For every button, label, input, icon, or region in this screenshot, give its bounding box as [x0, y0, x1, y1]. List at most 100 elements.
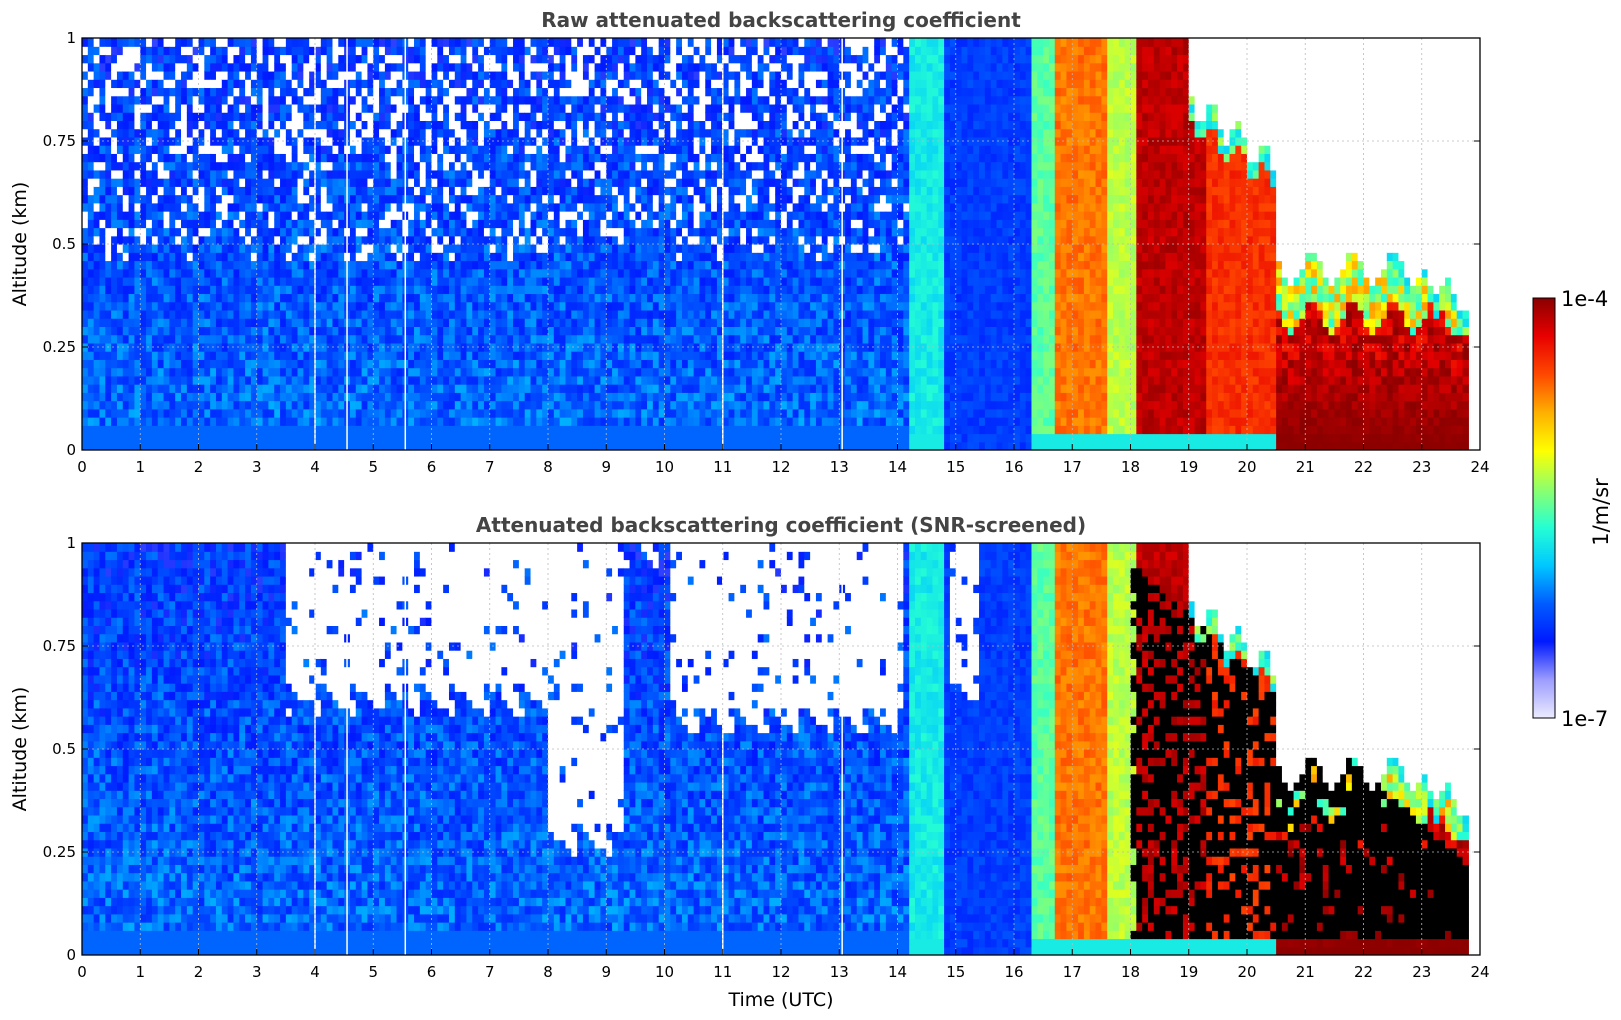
heatmap-cell	[268, 145, 275, 154]
heatmap-cell	[105, 252, 112, 262]
heatmap-cell	[128, 38, 136, 47]
heatmap-cell	[390, 161, 398, 171]
heatmap-cell	[245, 112, 252, 121]
heatmap-cell	[489, 433, 497, 443]
heatmap-cell	[93, 301, 101, 311]
heatmap-cell	[233, 367, 240, 377]
heatmap-cell	[151, 95, 159, 105]
heatmap-cell	[635, 95, 642, 105]
heatmap-cell	[198, 351, 205, 360]
heatmap-cell	[262, 408, 269, 418]
heatmap-cell	[629, 309, 636, 319]
heatmap-cell	[612, 359, 619, 369]
heatmap-cell	[454, 178, 462, 187]
heatmap-cell	[606, 260, 613, 270]
heatmap-cell	[111, 367, 118, 377]
heatmap-cell	[513, 318, 520, 327]
heatmap-cell	[559, 194, 567, 204]
heatmap-cell	[116, 178, 124, 187]
heatmap-cell	[175, 276, 182, 286]
heatmap-cell	[623, 293, 631, 303]
heatmap-cell	[315, 375, 322, 385]
heatmap-cell	[454, 54, 462, 64]
heatmap-cell	[320, 62, 328, 72]
heatmap-cell	[297, 235, 304, 245]
heatmap-cell	[169, 79, 176, 89]
heatmap-cell	[414, 169, 421, 179]
heatmap-cell	[134, 46, 141, 56]
heatmap-cell	[332, 202, 339, 212]
heatmap-cell	[134, 153, 141, 163]
heatmap-cell	[489, 268, 497, 278]
heatmap-cell	[425, 326, 433, 336]
heatmap-cell	[274, 103, 281, 113]
heatmap-cell	[309, 375, 316, 385]
heatmap-cell	[472, 194, 479, 204]
heatmap-cell	[507, 433, 514, 443]
heatmap-cell	[87, 276, 95, 286]
heatmap-cell	[437, 235, 444, 245]
heatmap-cell	[623, 62, 631, 72]
heatmap-cell	[221, 384, 229, 393]
heatmap-cell	[227, 169, 235, 179]
heatmap-cell	[641, 392, 648, 402]
heatmap-cell	[239, 359, 246, 369]
heatmap-cell	[192, 425, 200, 435]
heatmap-cell	[472, 120, 479, 130]
heatmap-cell	[454, 227, 462, 237]
heatmap-cell	[99, 318, 106, 327]
heatmap-cell	[128, 268, 136, 278]
heatmap-cell	[373, 384, 380, 393]
heatmap-cell	[151, 417, 159, 426]
heatmap-cell	[612, 153, 619, 163]
heatmap-cell	[291, 400, 299, 410]
heatmap-cell	[530, 384, 537, 393]
heatmap-cell	[489, 112, 497, 121]
heatmap-cell	[524, 244, 532, 253]
heatmap-cell	[431, 384, 438, 393]
heatmap-cell	[245, 417, 252, 426]
heatmap-cell	[594, 128, 602, 138]
heatmap-cell	[507, 136, 514, 146]
heatmap-cell	[105, 38, 112, 47]
heatmap-cell	[186, 79, 194, 89]
heatmap-cell	[122, 433, 130, 443]
heatmap-cell	[116, 62, 124, 72]
heatmap-cell	[256, 169, 264, 179]
heatmap-cell	[227, 120, 235, 130]
heatmap-cell	[361, 145, 369, 154]
heatmap-cell	[268, 268, 275, 278]
heatmap-cell	[617, 268, 625, 278]
heatmap-cell	[291, 87, 299, 97]
heatmap-cell	[483, 227, 491, 237]
heatmap-cell	[111, 235, 118, 245]
heatmap-cell	[431, 268, 438, 278]
heatmap-cell	[379, 276, 386, 286]
heatmap-cell	[233, 417, 240, 426]
heatmap-cell	[431, 194, 438, 204]
heatmap-cell	[215, 219, 223, 229]
heatmap-cell	[419, 202, 427, 212]
heatmap-cell	[425, 145, 433, 154]
heatmap-cell	[169, 301, 176, 311]
heatmap-cell	[157, 276, 165, 286]
heatmap-cell	[623, 351, 631, 360]
heatmap-cell	[629, 359, 636, 369]
heatmap-cell	[396, 326, 403, 336]
heatmap-cell	[478, 87, 485, 97]
heatmap-cell	[582, 384, 590, 393]
heatmap-cell	[361, 87, 369, 97]
heatmap-cell	[326, 309, 334, 319]
heatmap-cell	[169, 408, 176, 418]
heatmap-cell	[82, 252, 89, 262]
heatmap-cell	[221, 334, 229, 344]
heatmap-cell	[87, 392, 95, 402]
heatmap-cell	[617, 87, 625, 97]
heatmap-cell	[210, 128, 217, 138]
heatmap-cell	[192, 384, 200, 393]
heatmap-cell	[600, 417, 607, 426]
heatmap-cell	[157, 334, 165, 344]
heatmap-cell	[495, 309, 502, 319]
heatmap-cell	[320, 211, 328, 220]
heatmap-cell	[87, 334, 95, 344]
